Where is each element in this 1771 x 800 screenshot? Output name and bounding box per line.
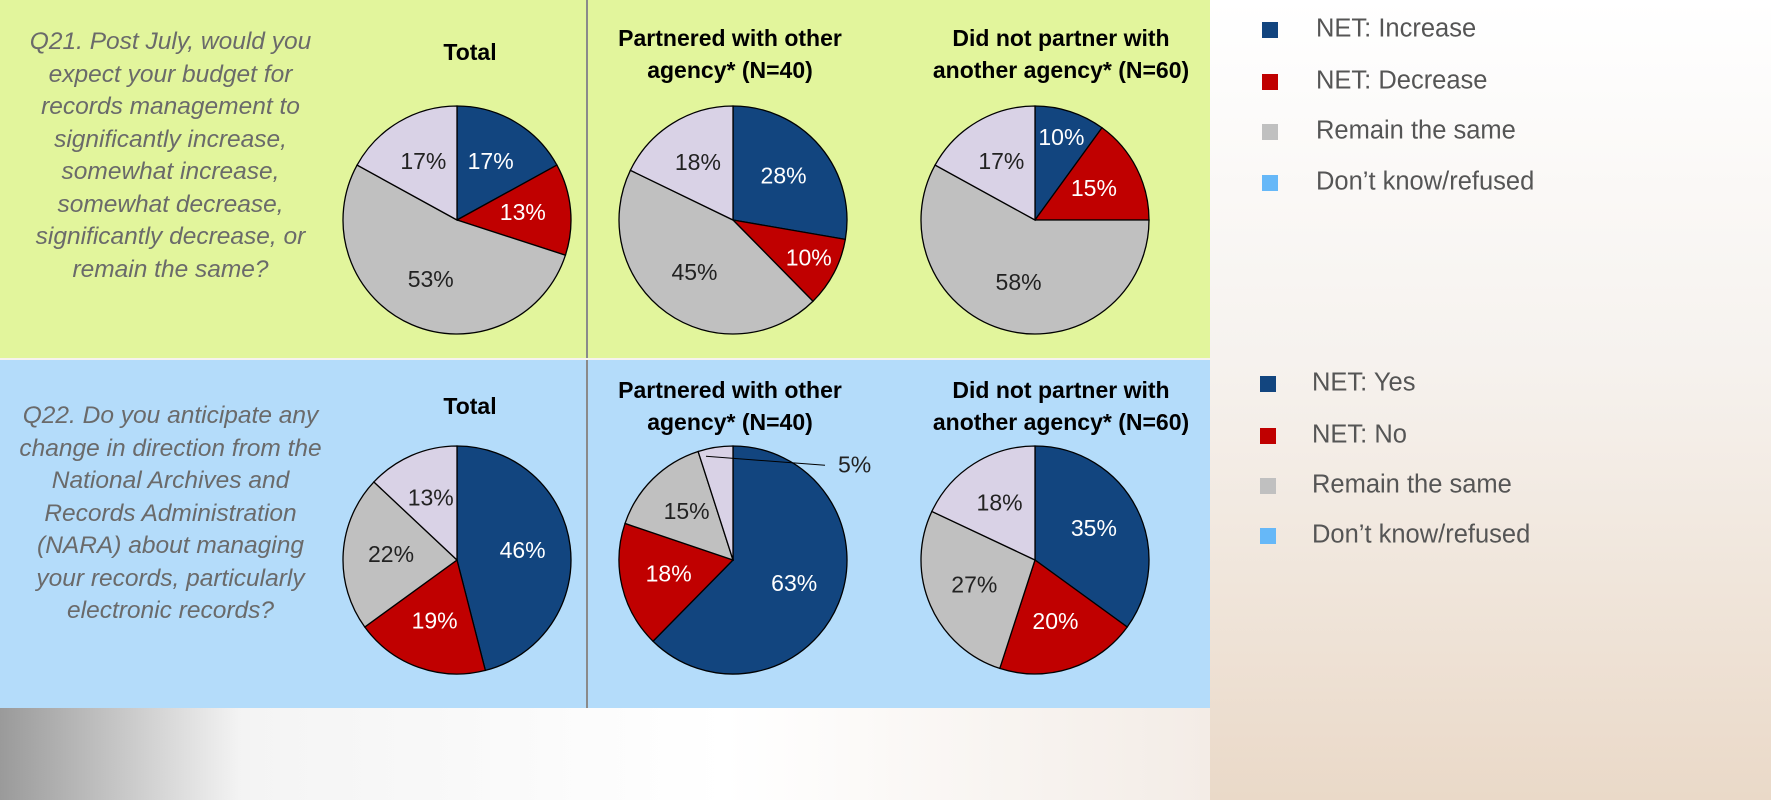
question: Q21. Post July, would you expect your bu… <box>29 28 312 283</box>
pie-slice <box>1034 445 1150 628</box>
pie-slice <box>618 522 735 643</box>
data-label: 28% <box>761 162 807 188</box>
pie-slice <box>372 445 458 562</box>
data-label: 53% <box>408 266 454 292</box>
data-label: 35% <box>1071 515 1117 541</box>
legend-swatch <box>1262 74 1278 90</box>
data-label: 18% <box>675 149 721 175</box>
data-label: 13% <box>408 484 454 510</box>
chart-title: Total <box>443 39 497 65</box>
pie-slice <box>920 164 1150 335</box>
legend-swatch <box>1260 528 1276 544</box>
chart-title: Total <box>443 393 497 419</box>
question: Q22. Do you anticipate any change in dir… <box>19 402 322 624</box>
data-label: 19% <box>412 607 458 633</box>
divider <box>586 360 588 708</box>
data-label: 20% <box>1032 608 1078 634</box>
data-label: 5% <box>838 451 871 477</box>
pie-slice <box>455 164 572 257</box>
legend-label: Don’t know/refused <box>1316 168 1534 196</box>
pie-slice <box>629 105 734 222</box>
pie-slice <box>624 450 735 562</box>
data-label: 46% <box>500 537 546 563</box>
pie-slice <box>697 445 734 561</box>
data-label: 18% <box>977 489 1023 515</box>
chart-title: Did not partner with another agency* (N=… <box>932 25 1190 83</box>
pie-slice <box>732 105 848 241</box>
legend-label: Remain the same <box>1312 471 1512 499</box>
legend-label: NET: Yes <box>1312 369 1415 397</box>
legend-swatch <box>1262 175 1278 191</box>
legend-swatch <box>1262 22 1278 38</box>
data-label: 27% <box>951 571 997 597</box>
data-label: 22% <box>368 541 414 567</box>
pie-slice <box>1034 105 1103 223</box>
chart-title: Did not partner with another agency* (N=… <box>932 377 1190 435</box>
pie-slice <box>920 510 1036 670</box>
data-label: 10% <box>1038 124 1084 150</box>
leader-line <box>705 455 826 466</box>
pie-slice <box>456 445 572 672</box>
chart-title: Partnered with other agency* (N=40) <box>618 377 842 435</box>
pie-slice <box>998 558 1129 675</box>
data-label: 13% <box>500 199 546 225</box>
data-label: 18% <box>646 560 692 586</box>
data-label: 15% <box>1071 175 1117 201</box>
data-label: 10% <box>786 245 832 271</box>
pie-slice <box>342 164 567 335</box>
divider <box>586 0 588 358</box>
legend-swatch <box>1260 478 1276 494</box>
data-label: 63% <box>771 570 817 596</box>
footer-band <box>0 708 1210 800</box>
legend-swatch <box>1260 376 1276 392</box>
pie-slice <box>456 105 558 222</box>
data-label: 17% <box>400 148 446 174</box>
data-label: 58% <box>996 269 1042 295</box>
pie-slice <box>930 445 1036 562</box>
data-label: 17% <box>978 148 1024 174</box>
data-label: 45% <box>671 259 717 285</box>
data-label: 17% <box>468 148 514 174</box>
pie-slice <box>363 558 487 675</box>
pie-slice <box>356 105 458 222</box>
legend-label: NET: Increase <box>1316 15 1476 43</box>
pie-slice <box>342 481 459 628</box>
legend-swatch <box>1260 428 1276 444</box>
data-label: 15% <box>664 498 710 524</box>
legend-label: NET: No <box>1312 421 1407 449</box>
legend-label: NET: Decrease <box>1316 67 1487 95</box>
chart-title: Partnered with other agency* (N=40) <box>618 25 842 83</box>
legend-swatch <box>1262 124 1278 140</box>
pie-slice <box>934 105 1036 222</box>
legend-label: Remain the same <box>1316 117 1516 145</box>
pie-slice <box>1033 126 1150 221</box>
pie-slice <box>618 169 814 335</box>
legend-label: Don’t know/refused <box>1312 521 1530 549</box>
